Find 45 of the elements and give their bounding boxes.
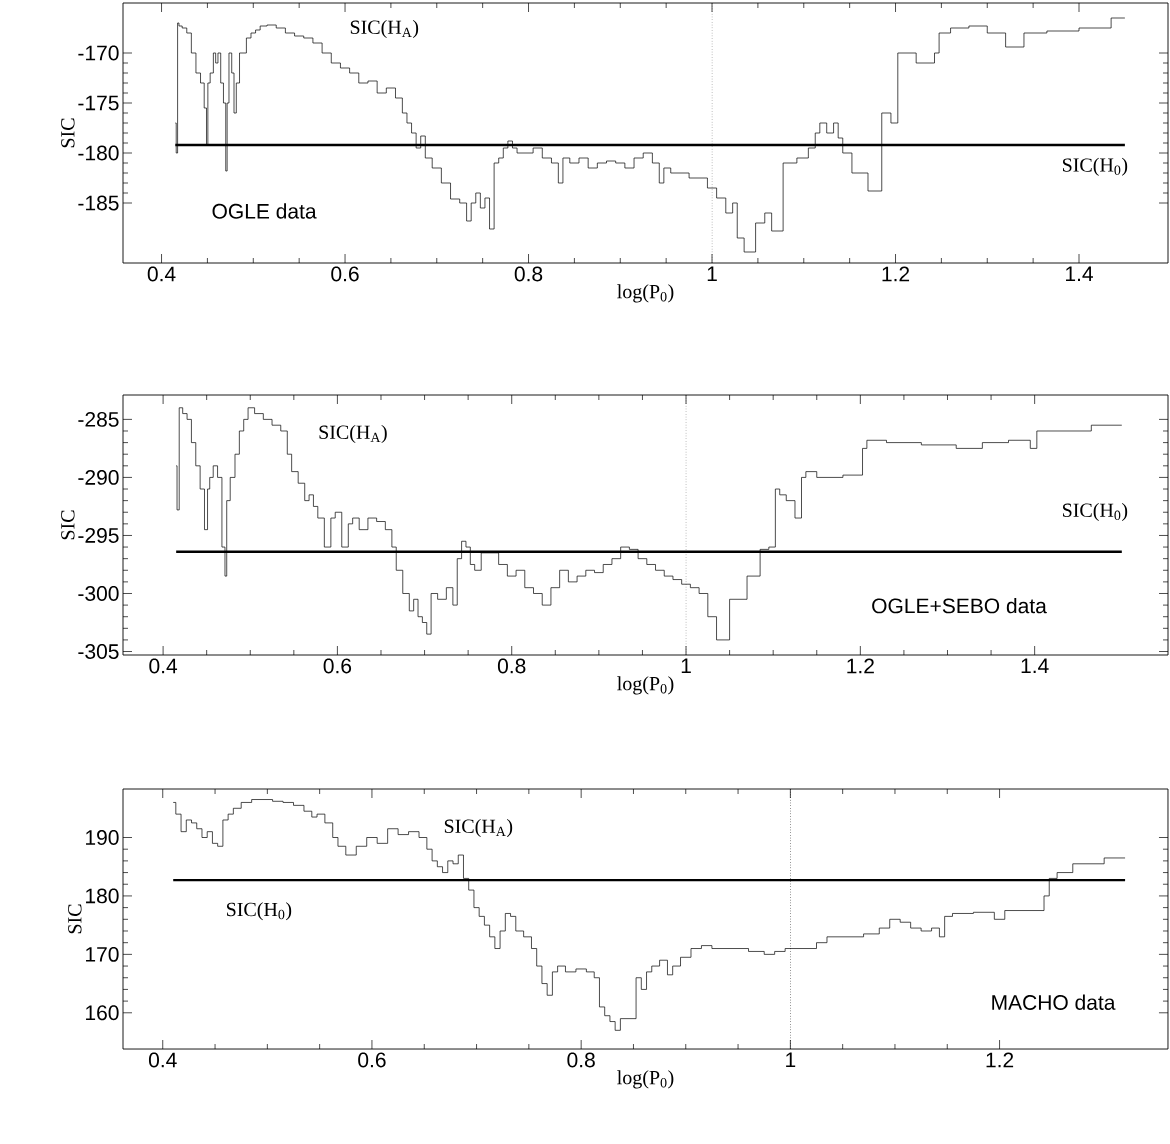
- x-tick-label: 1: [681, 658, 691, 673]
- x-tick-label: 0.8: [567, 1052, 595, 1068]
- y-tick-label: -290: [78, 469, 119, 485]
- y-tick-label: -285: [78, 411, 119, 427]
- y-tick-label: 180: [86, 888, 119, 904]
- x-tick-label: 0.4: [149, 658, 178, 674]
- series-label: SIC(H$_{A}$): [444, 818, 513, 838]
- x-axis-title: log(P$_{0}$): [617, 284, 674, 303]
- y-axis-title: SIC: [68, 904, 82, 934]
- x-tick-label: 0.4: [148, 1052, 177, 1068]
- series-label: SIC(H$_{0}$): [226, 902, 292, 921]
- y-tick-label: -170: [78, 45, 119, 61]
- series-label: SIC(H$_{A}$): [319, 424, 387, 444]
- x-tick-label: 0.6: [323, 658, 352, 674]
- y-tick-label: 190: [86, 830, 119, 845]
- y-tick-label: -185: [78, 195, 119, 211]
- legend-label: SIC(H$_{0}$): [1062, 502, 1128, 522]
- y-tick-label: -295: [78, 528, 119, 543]
- x-tick-label: 0.8: [497, 658, 526, 674]
- x-axis-title: log(P$_{0}$): [617, 676, 674, 695]
- x-tick-label: 0.4: [147, 266, 176, 282]
- x-tick-label: 1.2: [882, 266, 910, 282]
- x-tick-label: 0.8: [514, 266, 543, 282]
- y-tick-label: 160: [86, 1005, 119, 1021]
- x-tick-label: 1.2: [986, 1052, 1014, 1068]
- x-tick-label: 1.4: [1066, 266, 1093, 281]
- series-label: SIC(H$_{A}$): [350, 19, 419, 39]
- x-tick-label: 1.2: [847, 658, 874, 674]
- annotation: OGLE data: [212, 203, 317, 219]
- x-axis-title: log(P$_{0}$): [617, 1070, 674, 1089]
- x-tick-label: 1: [786, 1052, 796, 1067]
- x-tick-label: 0.6: [331, 266, 359, 282]
- y-tick-label: -300: [78, 586, 119, 601]
- y-axis-title: SIC: [61, 118, 75, 148]
- x-tick-label: 1: [707, 266, 717, 281]
- legend-label: SIC(H$_{0}$): [1062, 157, 1128, 176]
- annotation: OGLE+SEBO data: [872, 597, 1047, 614]
- y-tick-label: -305: [78, 644, 119, 659]
- x-tick-label: 1.4: [1021, 658, 1049, 673]
- annotation: MACHO data: [992, 994, 1116, 1010]
- y-tick-label: -180: [78, 145, 119, 161]
- y-tick-label: -175: [78, 95, 119, 111]
- y-tick-label: 170: [86, 946, 119, 962]
- x-tick-label: 0.6: [358, 1052, 386, 1068]
- y-axis-title: SIC: [61, 510, 75, 540]
